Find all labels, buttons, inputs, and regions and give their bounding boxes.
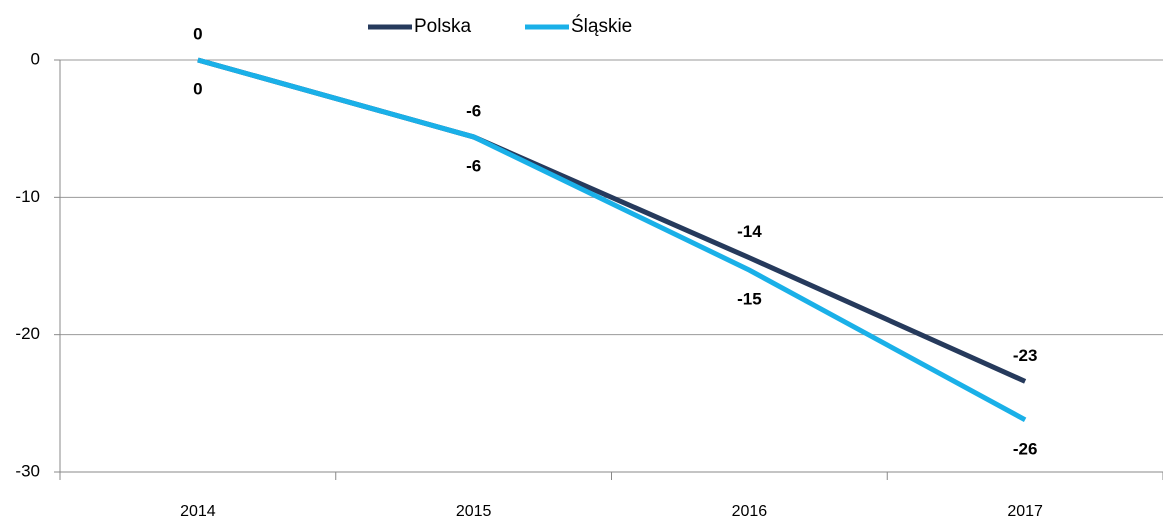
x-tick-label: 2016 [732,503,768,520]
y-tick-label: 0 [31,49,40,68]
data-label: -23 [1013,346,1038,365]
x-tick-label: 2017 [1007,503,1043,520]
data-label: 0 [193,24,202,43]
legend-label: Polska [414,16,471,37]
x-tick-label: 2015 [456,503,492,520]
data-label: -6 [466,101,481,120]
data-label: -26 [1013,439,1038,458]
y-tick-label: -10 [15,187,40,206]
y-tick-label: -20 [15,324,40,343]
y-tick-label: -30 [15,461,40,480]
data-label: 0 [193,79,202,98]
series-line [197,57,1027,384]
series-line [197,57,1027,423]
legend-label: Śląskie [571,15,632,37]
x-tick-label: 2014 [180,503,216,520]
data-label: -14 [737,222,762,241]
data-label: -15 [737,290,762,309]
data-label: -6 [466,156,481,175]
